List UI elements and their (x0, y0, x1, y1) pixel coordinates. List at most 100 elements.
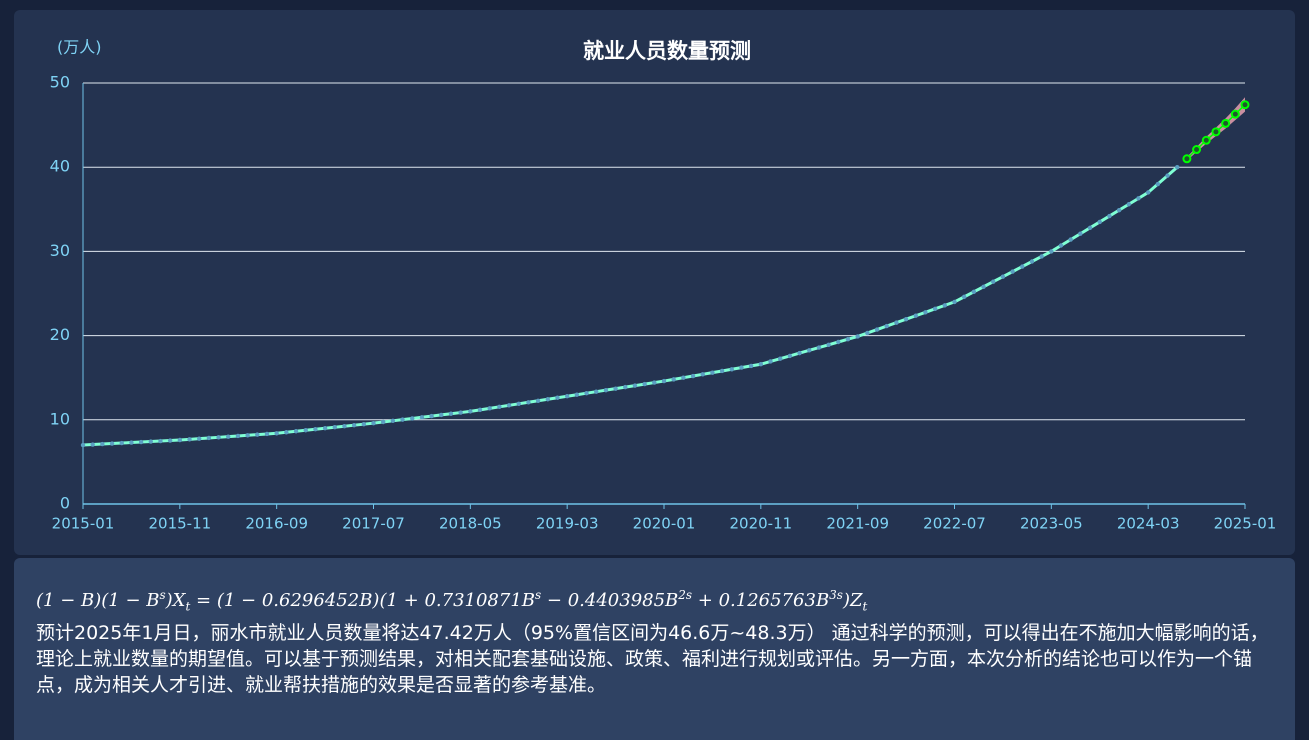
data-point (1126, 202, 1132, 207)
data-point (293, 429, 299, 434)
data-point (729, 367, 734, 372)
data-point (564, 394, 570, 399)
data-point (758, 362, 764, 367)
y-tick-label: 50 (50, 73, 70, 92)
x-tick-label: 2020-11 (729, 515, 792, 533)
formula-part: )Z (842, 590, 863, 611)
description: 预计2025年1月日，丽水市就业人员数量将达47.42万人（95%置信区间为46… (36, 621, 1269, 696)
data-point (332, 425, 337, 430)
data-point (1087, 225, 1093, 231)
data-point (429, 413, 434, 419)
data-point (439, 412, 444, 418)
formula-part: = (1 − 0.6296452B)(1 + 0.7310871B (190, 590, 536, 611)
y-tick-label: 0 (60, 494, 70, 513)
formula-part: s (159, 588, 166, 602)
y-unit: (万人) (57, 38, 102, 57)
data-point (748, 363, 754, 369)
data-point (264, 431, 270, 437)
data-point (865, 330, 870, 336)
x-tick-label: 2019-03 (536, 515, 599, 533)
data-point (797, 350, 802, 356)
forecast-point (1201, 135, 1211, 145)
data-point (506, 403, 512, 408)
data-point (526, 400, 531, 405)
data-point (545, 397, 550, 402)
data-point (991, 279, 996, 284)
data-point (594, 389, 599, 394)
data-point (894, 320, 899, 325)
data-point (961, 294, 967, 300)
data-point (535, 398, 541, 403)
data-point (119, 440, 124, 446)
data-point (129, 440, 134, 445)
data-point (303, 428, 308, 433)
data-point (710, 370, 715, 375)
data-point (148, 439, 153, 444)
text-panel: (1 − B)(1 − Bs)Xt = (1 − 0.6296452B)(1 +… (14, 558, 1295, 740)
data-point (245, 433, 250, 438)
formula-part: 2s (678, 588, 693, 602)
data-point (690, 373, 696, 379)
data-point (855, 334, 860, 339)
x-tick-label: 2015-01 (52, 515, 115, 533)
data-point (700, 372, 705, 377)
data-point (555, 395, 560, 400)
data-point (1175, 165, 1180, 170)
data-point (778, 356, 783, 361)
data-point (468, 409, 473, 414)
data-point (739, 365, 744, 370)
data-point (1145, 190, 1151, 195)
data-point (623, 384, 628, 390)
data-point (197, 436, 202, 441)
data-point (845, 337, 851, 342)
data-point (574, 392, 580, 397)
forecast-point (1230, 109, 1240, 119)
data-point (313, 427, 318, 432)
data-point (642, 381, 647, 387)
data-point (903, 316, 909, 322)
data-point (410, 416, 415, 421)
data-point (90, 442, 95, 447)
formula: (1 − B)(1 − Bs)Xt = (1 − 0.6296452B)(1 +… (36, 582, 1275, 620)
data-point (1107, 213, 1112, 219)
data-point (719, 368, 725, 374)
data-point (487, 406, 492, 411)
data-point (206, 435, 212, 441)
data-point (138, 439, 144, 445)
data-point (603, 387, 609, 393)
data-point (1136, 196, 1141, 201)
data-point (284, 430, 289, 435)
data-point (167, 438, 173, 443)
x-tick-label: 2015-11 (148, 515, 211, 533)
data-point (216, 435, 221, 440)
chart-title: 就业人员数量预测 (583, 39, 751, 63)
data-point (351, 422, 357, 428)
data-point (787, 353, 793, 359)
data-point (1097, 219, 1102, 225)
data-point (1020, 264, 1025, 269)
forecast-point (1221, 118, 1231, 128)
data-point (1165, 173, 1170, 178)
data-point (1000, 274, 1006, 279)
data-point (1068, 237, 1073, 242)
formula-part: )X (165, 590, 186, 611)
data-point (109, 441, 115, 446)
x-tick-label: 2025-01 (1214, 515, 1277, 533)
data-point (1010, 269, 1015, 274)
chart-panel: 就业人员数量预测 (万人) 0 10 20 30 40 50 2015-01 2015-11 2… (14, 10, 1295, 555)
data-point (400, 417, 405, 422)
data-point (768, 359, 773, 364)
data-point (884, 323, 889, 329)
data-point (613, 386, 618, 391)
data-point (255, 432, 260, 437)
data-point (448, 411, 454, 416)
data-point (661, 378, 667, 384)
data-point (981, 284, 986, 289)
series-line (82, 166, 1179, 447)
x-tick-label: 2017-07 (342, 515, 405, 533)
data-point (100, 441, 105, 447)
data-point (584, 390, 589, 396)
chart: 就业人员数量预测 (万人) 0 10 20 30 40 50 2015-01 2015-11 2… (50, 38, 1277, 533)
data-point (274, 431, 279, 436)
